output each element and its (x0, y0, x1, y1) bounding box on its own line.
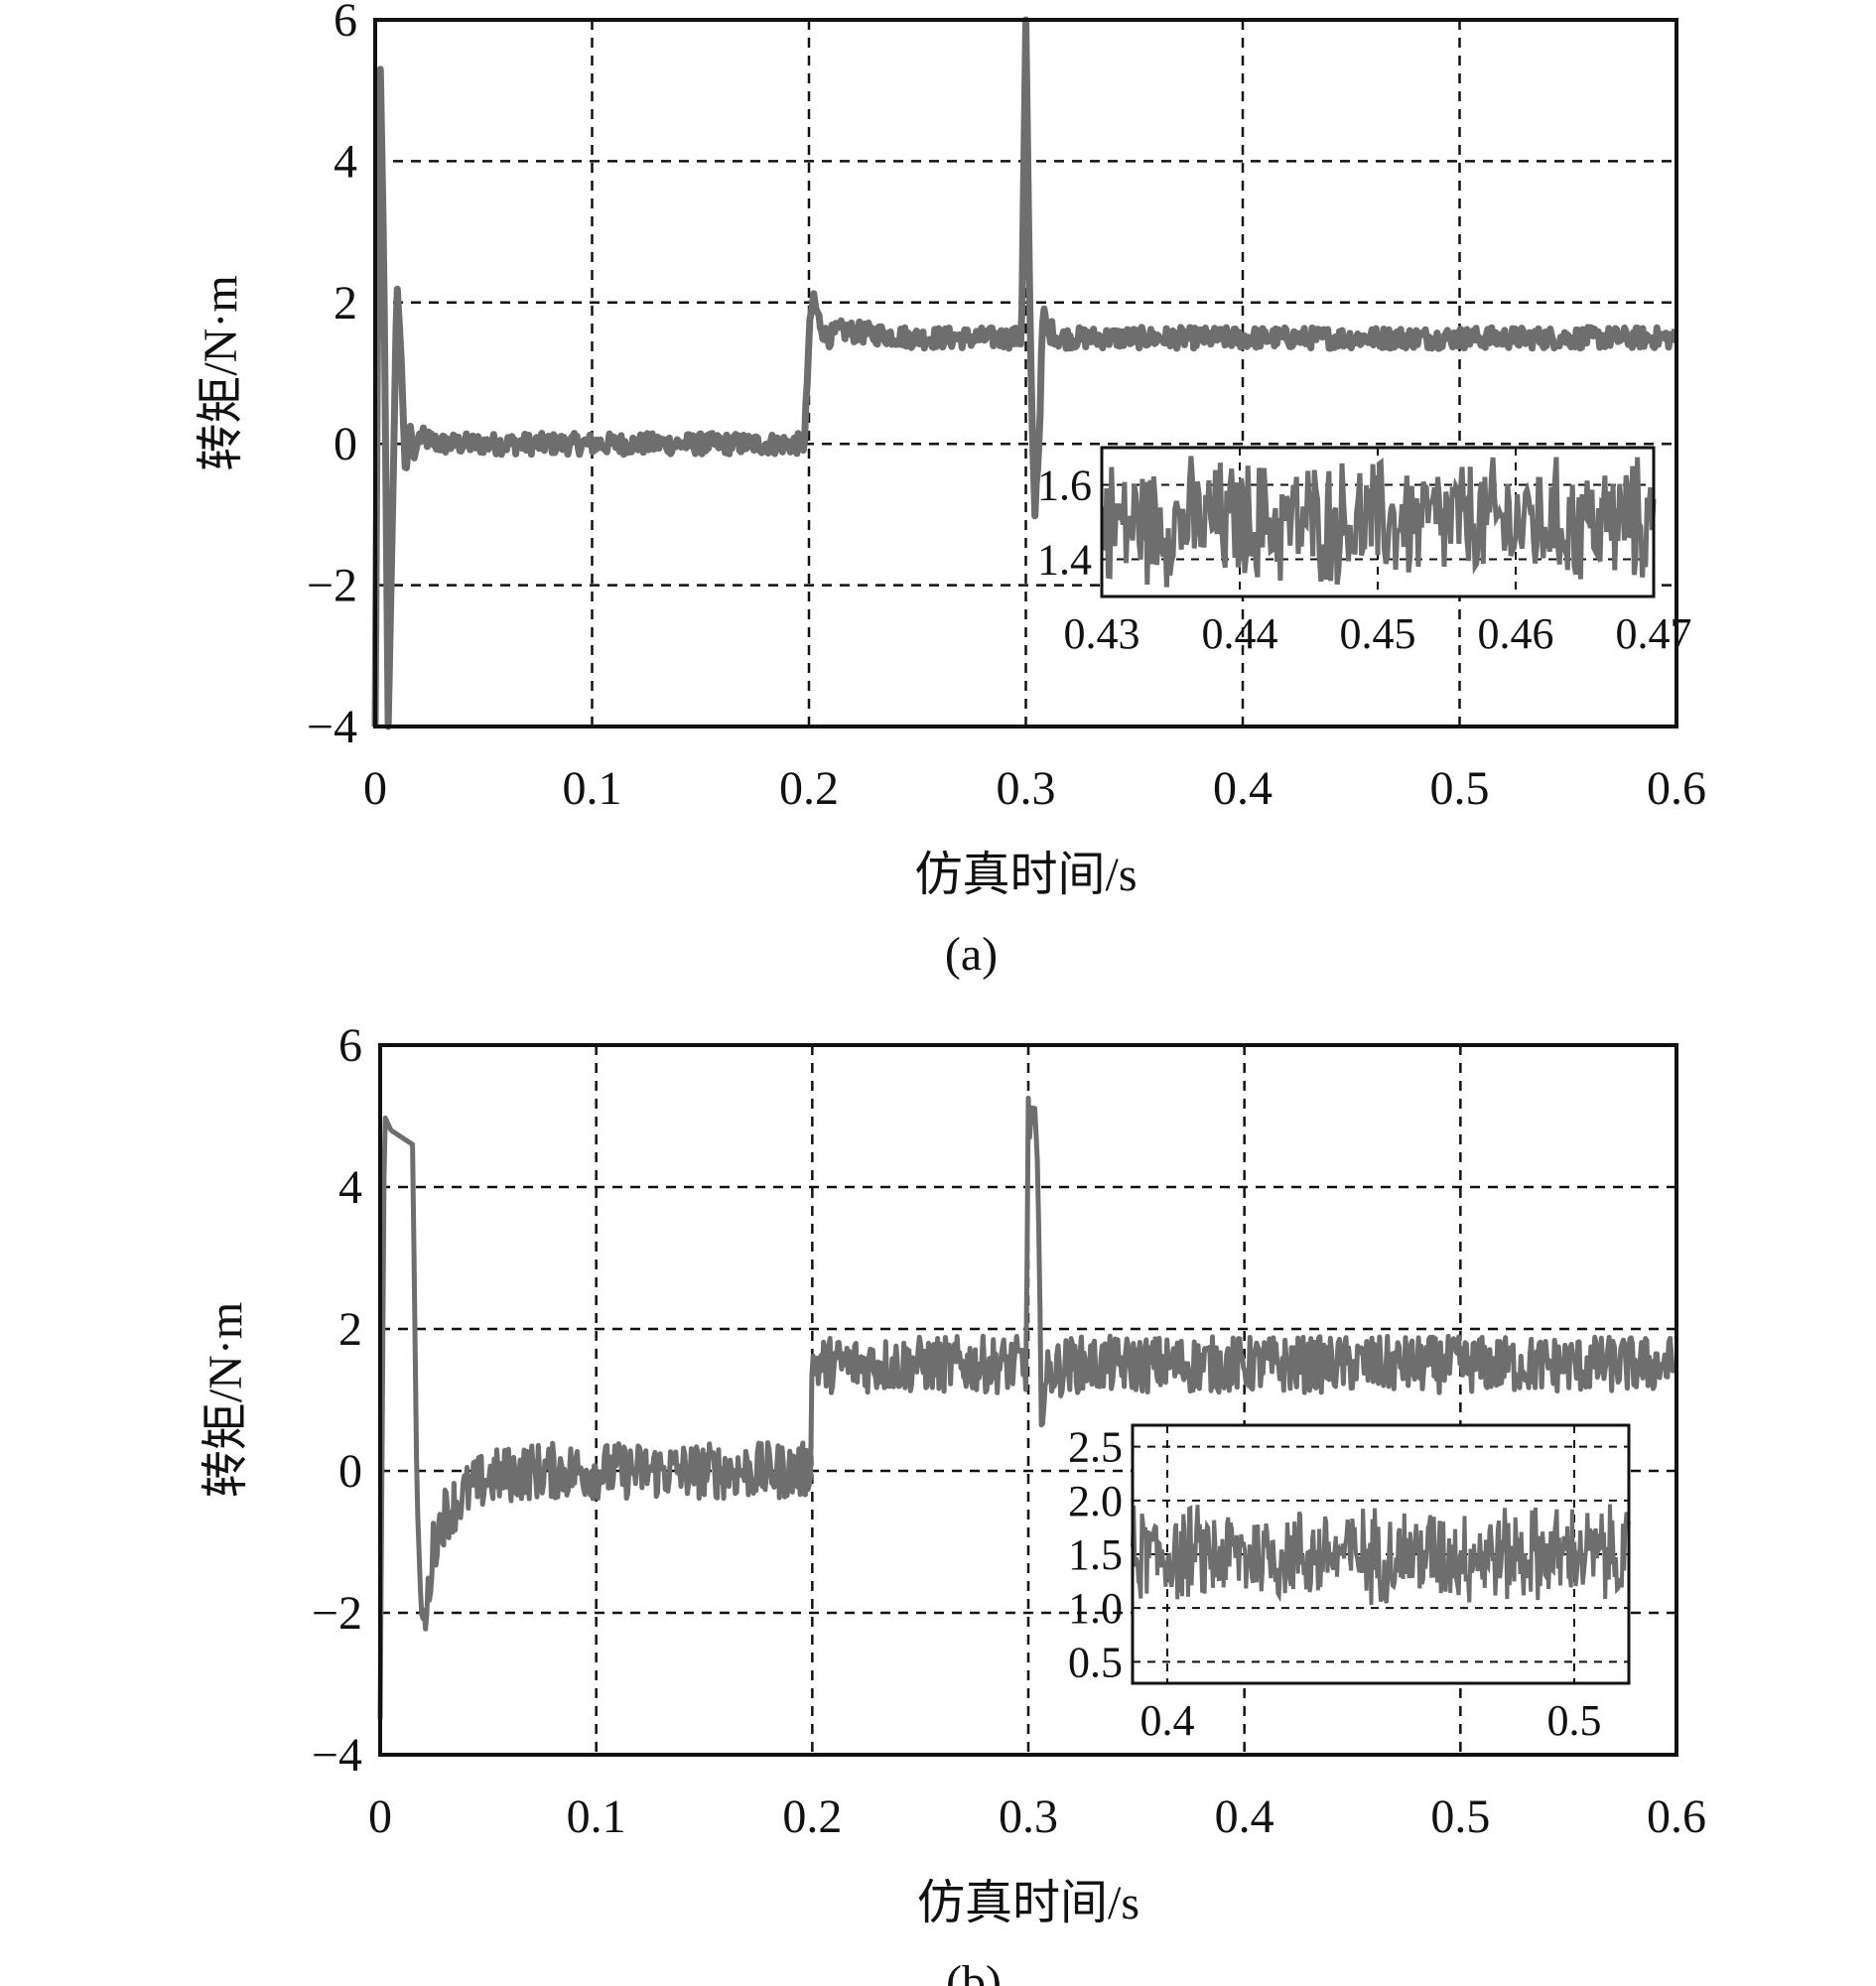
x-tick-label: 0.3 (999, 1790, 1058, 1843)
y-tick-label: 6 (334, 0, 357, 47)
inset-x-tick-label: 0.45 (1340, 609, 1416, 658)
inset-x-tick-label: 0.47 (1616, 609, 1692, 658)
inset-x-tick-label: 0.44 (1202, 609, 1278, 658)
x-tick-label: 0.6 (1647, 762, 1706, 815)
panel-caption: (b) (946, 1956, 1002, 1986)
inset-series-line (1100, 456, 1657, 588)
y-tick-label: 4 (338, 1161, 362, 1214)
inset-zoom-plot: 0.43 0.44 0.45 0.46 0.47 1.4 1.6 (1037, 446, 1692, 658)
x-tick-label: 0.3 (997, 762, 1056, 815)
x-tick-label: 0.5 (1430, 1790, 1490, 1843)
x-axis-label: 仿真时间/s (917, 1877, 1139, 1929)
y-tick-label: 0 (334, 418, 357, 470)
inset-frame (1100, 446, 1656, 598)
inset-y-tick-label: 1.5 (1068, 1530, 1123, 1579)
inset-x-tick-label: 0.43 (1064, 609, 1140, 658)
plot-frame (373, 18, 1678, 728)
x-tick-label: 0.4 (1215, 1790, 1274, 1843)
y-tick-label: 2 (338, 1303, 362, 1356)
inset-y-tick-label: 2.5 (1068, 1423, 1123, 1472)
torque-series-line (377, 1095, 1677, 1720)
y-tick-label: −4 (307, 701, 357, 753)
inset-y-tick-label: 1.6 (1037, 462, 1092, 510)
x-tick-label: 0 (363, 762, 387, 815)
inset-y-tick-label: 1.0 (1068, 1584, 1123, 1633)
y-tick-label: −2 (307, 560, 357, 612)
x-tick-label: 0.2 (779, 762, 839, 815)
inset-frame (1131, 1423, 1631, 1685)
y-tick-label: −4 (312, 1729, 362, 1782)
x-tick-label: 0.1 (567, 1790, 626, 1843)
y-axis-label: 转矩/N·m (200, 1302, 252, 1498)
plot-frame (378, 1043, 1678, 1757)
inset-x-tick-label: 0.46 (1478, 609, 1554, 658)
chart-panel-a: 0 0.1 0.2 0.3 0.4 0.5 0.6 −4 −2 0 2 4 6 仿真时间/s 转矩/N·m (… (195, 0, 1706, 981)
y-tick-label: 0 (338, 1445, 362, 1498)
chart-panel-b: 0 0.1 0.2 0.3 0.4 0.5 0.6 −4 −2 0 2 4 6 仿真时间/s 转矩/N·m (… (200, 1019, 1706, 1986)
x-tick-label: 0.2 (782, 1790, 842, 1843)
y-tick-label: 6 (338, 1019, 362, 1072)
torque-series-line (371, 16, 1679, 730)
y-tick-label: −2 (312, 1587, 362, 1640)
y-axis-label: 转矩/N·m (195, 275, 247, 470)
inset-x-tick-label: 0.4 (1140, 1696, 1195, 1745)
x-tick-label: 0.5 (1430, 762, 1490, 815)
inset-y-tick-label: 0.5 (1068, 1638, 1123, 1686)
y-tick-label: 4 (334, 135, 357, 188)
inset-series-line (1131, 1504, 1631, 1606)
x-tick-label: 0.1 (563, 762, 622, 815)
inset-x-tick-label: 0.5 (1547, 1696, 1602, 1745)
inset-zoom-plot: 0.4 0.5 0.5 1.0 1.5 2.0 2.5 (1068, 1423, 1631, 1745)
x-tick-label: 0.6 (1647, 1790, 1706, 1843)
inset-y-tick-label: 1.4 (1037, 536, 1092, 585)
inset-y-tick-label: 2.0 (1068, 1477, 1123, 1525)
x-tick-label: 0.4 (1213, 762, 1273, 815)
y-tick-label: 2 (334, 277, 357, 330)
panel-caption: (a) (945, 928, 998, 981)
x-tick-label: 0 (368, 1790, 392, 1843)
x-axis-label: 仿真时间/s (914, 849, 1137, 901)
